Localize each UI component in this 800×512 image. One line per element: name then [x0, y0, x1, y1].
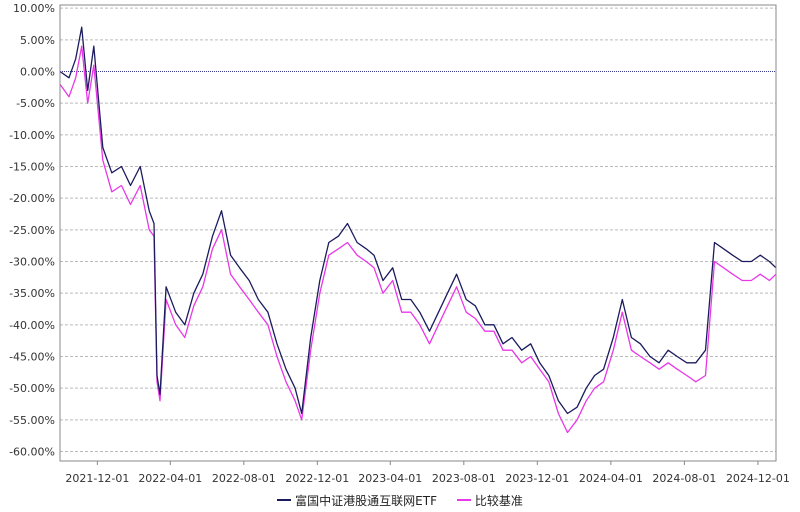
y-tick-label: -25.00% — [9, 224, 55, 237]
y-tick-label: -45.00% — [9, 351, 55, 364]
y-tick-label: 0.00% — [20, 66, 55, 79]
legend-item-fund[interactable]: 富国中证港股通互联网ETF — [277, 492, 437, 509]
y-tick-label: -20.00% — [9, 192, 55, 205]
y-tick-label: 10.00% — [13, 2, 55, 15]
legend: 富国中证港股通互联网ETF 比较基准 — [0, 490, 800, 509]
series-lines — [59, 26, 777, 434]
y-tick-label: 5.00% — [20, 34, 55, 47]
x-tick-label: 2021-12-01 — [65, 472, 129, 485]
plot-area-border — [59, 4, 777, 462]
y-tick-label: -55.00% — [9, 414, 55, 427]
x-tick-label: 2022-04-01 — [138, 472, 202, 485]
x-tick-label: 2023-04-01 — [358, 472, 422, 485]
x-tick-label: 2024-04-01 — [579, 472, 643, 485]
x-tick-label: 2022-12-01 — [285, 472, 349, 485]
x-axis-tick-labels: 2021-12-01 2022-04-01 2022-08-01 2022-12-01… — [65, 461, 790, 485]
gridlines — [60, 7, 776, 452]
fund-series-line — [59, 26, 777, 415]
x-tick-label: 2023-12-01 — [505, 472, 569, 485]
x-tick-label: 2022-08-01 — [212, 472, 276, 485]
y-tick-label: -60.00% — [9, 446, 55, 459]
y-tick-label: -50.00% — [9, 382, 55, 395]
x-tick-label: 2024-12-01 — [726, 472, 790, 485]
x-tick-label: 2023-08-01 — [432, 472, 496, 485]
y-tick-label: -40.00% — [9, 319, 55, 332]
x-tick-label: 2024-08-01 — [652, 472, 716, 485]
legend-label-fund: 富国中证港股通互联网ETF — [295, 493, 437, 508]
y-tick-label: -30.00% — [9, 256, 55, 269]
y-tick-label: -10.00% — [9, 129, 55, 142]
y-tick-label: -35.00% — [9, 287, 55, 300]
y-axis-tick-labels: 10.00% 5.00% 0.00% -5.00% -10.00% -15.00% -20.… — [9, 2, 55, 458]
legend-swatch-benchmark — [456, 499, 471, 501]
benchmark-series-line — [59, 45, 777, 434]
legend-item-benchmark[interactable]: 比较基准 — [456, 492, 523, 509]
y-tick-label: -15.00% — [9, 161, 55, 174]
y-tick-label: -5.00% — [16, 97, 55, 110]
legend-swatch-fund — [277, 499, 292, 501]
legend-label-benchmark: 比较基准 — [474, 493, 523, 508]
